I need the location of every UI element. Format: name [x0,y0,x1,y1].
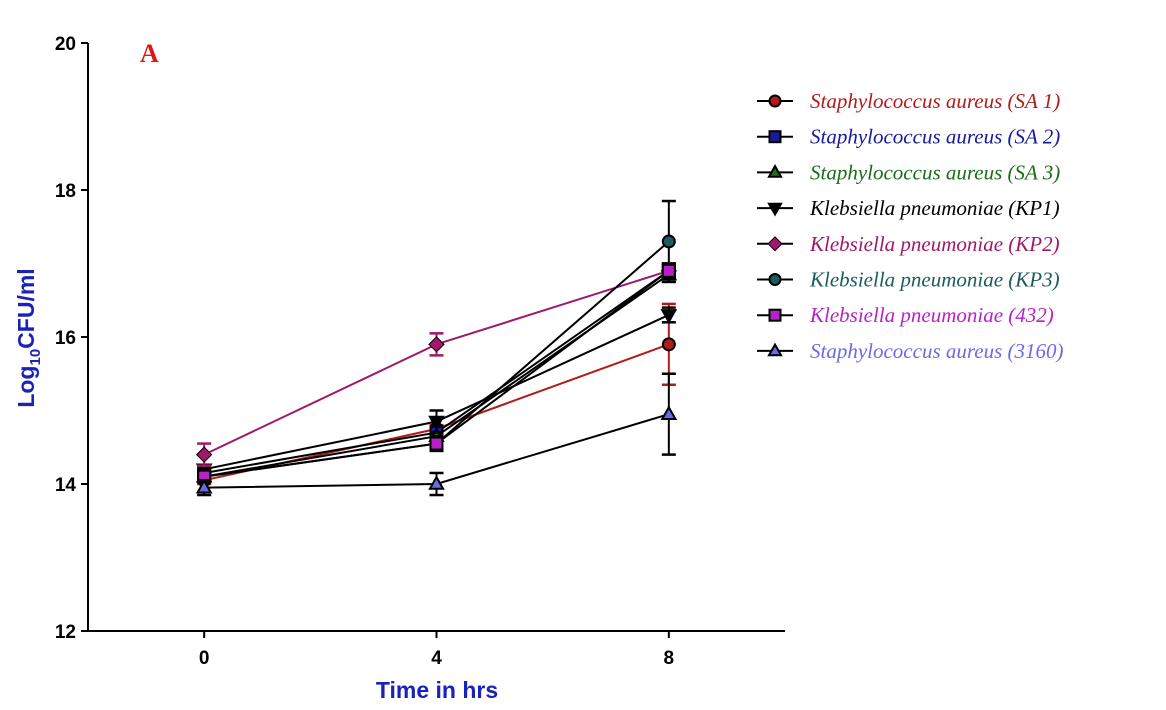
x-tick-label: 8 [664,648,675,669]
data-point [661,337,676,352]
legend-marker [767,164,783,178]
data-point [660,405,678,420]
x-tick-label: 0 [199,648,210,669]
panel-label: A [140,39,159,68]
legend-label: Staphylococcus aureus (SA 2) [810,125,1060,149]
legend-item: Staphylococcus aureus (SA 1) [757,89,1060,113]
legend-label: Staphylococcus aureus (SA 1) [810,89,1060,113]
y-tick-label: 20 [55,34,76,55]
data-point [661,263,676,278]
svg-text:Log10CFU/ml: Log10CFU/ml [13,268,44,407]
data-point [660,309,678,324]
axes: 12 14 16 18 20 0 4 8 [55,34,785,669]
legend-marker [767,342,783,357]
legend-marker [768,130,782,144]
y-axis-title-main: Log [13,366,39,408]
legend-marker [768,308,782,322]
y-axis-title: Log10CFU/ml [13,268,44,407]
legend-item: Klebsiella pneumoniae (432) [757,303,1054,327]
legend-item: Klebsiella pneumoniae (KP1) [757,196,1060,220]
series-8 [195,372,678,497]
data-point [429,436,444,451]
legend-item: Klebsiella pneumoniae (KP2) [757,232,1060,256]
legend-item: Staphylococcus aureus (SA 2) [757,125,1060,149]
legend-label: Klebsiella pneumoniae (432) [809,303,1054,327]
y-tick-label: 12 [55,622,76,643]
y-axis-title-rest: CFU/ml [13,268,39,349]
x-tick-label: 4 [431,648,442,669]
y-tick-label: 16 [55,328,76,349]
data-point [195,446,213,463]
series-1 [197,302,676,488]
series-layer [195,199,678,497]
legend-item: Staphylococcus aureus (3160) [757,339,1064,363]
y-axis-title-sub: 10 [27,349,44,366]
legend-item: Klebsiella pneumoniae (KP3) [757,268,1060,292]
legend-marker [768,273,782,286]
legend-label: Klebsiella pneumoniae (KP2) [809,232,1060,256]
legend-marker [767,202,783,217]
y-tick-label: 14 [55,475,77,496]
data-point [661,234,676,249]
legend-label: Klebsiella pneumoniae (KP3) [809,268,1060,292]
legend-marker [768,94,782,108]
legend-marker [767,236,783,252]
data-point [428,336,445,353]
y-tick-label: 18 [55,181,76,202]
legend-label: Staphylococcus aureus (3160) [810,339,1064,363]
series-4 [195,306,678,479]
x-axis-title: Time in hrs [376,677,498,703]
legend: Staphylococcus aureus (SA 1) Staphylococc… [757,89,1064,363]
legend-item: Staphylococcus aureus (SA 3) [757,160,1060,184]
legend-label: Staphylococcus aureus (SA 3) [810,160,1060,184]
series-7 [197,262,676,484]
legend-label: Klebsiella pneumoniae (KP1) [809,196,1060,220]
data-point [428,475,445,490]
data-point [195,478,213,494]
data-point [428,415,445,431]
